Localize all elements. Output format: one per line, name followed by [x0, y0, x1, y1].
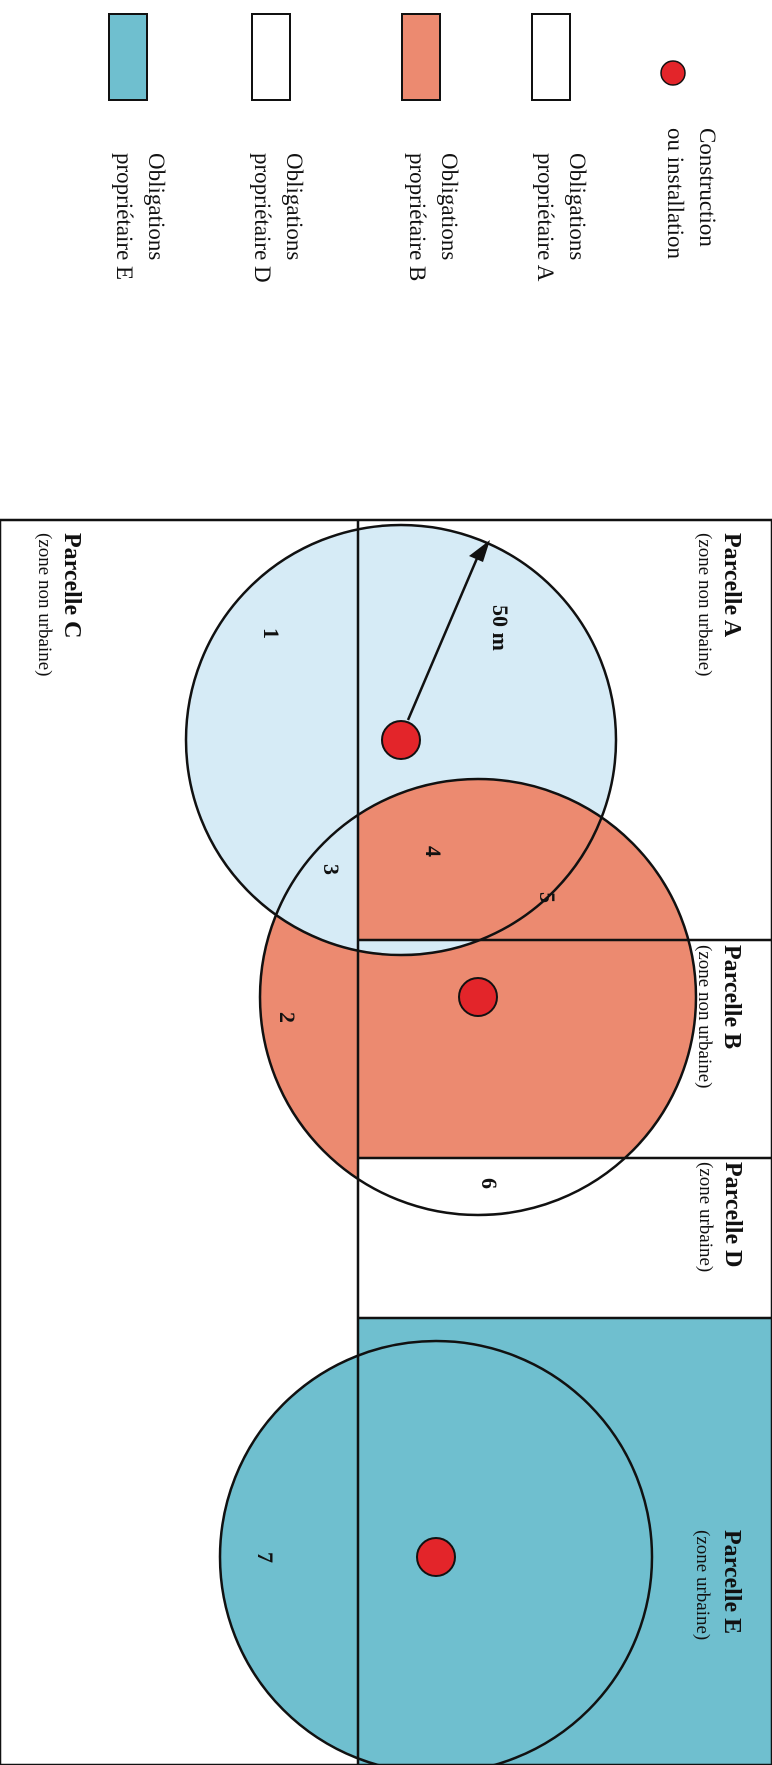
- radius-arrowhead: [469, 540, 490, 562]
- zone-3-label: 3: [319, 864, 344, 875]
- parcel-d-zone: (zone urbaine): [695, 1162, 716, 1272]
- parcel-b-zone: (zone non urbaine): [694, 945, 715, 1089]
- circle-b-outline: [258, 777, 698, 1217]
- parcel-c-zone: (zone non urbaine): [34, 533, 55, 677]
- parcel-a-zone: (zone non urbaine): [694, 533, 715, 677]
- map-frame: [0, 518, 772, 1765]
- zone-4-label: 4: [421, 846, 446, 857]
- zone-6-area: [358, 1158, 625, 1215]
- zone-6-label: 6: [477, 1178, 502, 1189]
- parcel-a-title: Parcelle A: [719, 533, 745, 638]
- legend: Construction ou installation Obligations…: [108, 13, 720, 283]
- legend-owner-d-label: Obligations: [282, 153, 307, 260]
- legend-owner-b-label-2: propriétaire B: [405, 153, 430, 281]
- construction-b-dot: [458, 977, 498, 1017]
- parcel-e-title: Parcelle E: [719, 1530, 745, 1634]
- legend-owner-d-label-2: propriétaire D: [250, 153, 275, 283]
- zone-5-label: 5: [535, 892, 560, 903]
- circle-a-outline: [184, 523, 618, 957]
- legend-swatch-a: [531, 13, 571, 101]
- legend-construction-label-2: ou installation: [663, 128, 688, 259]
- legend-owner-e-label: Obligations: [144, 153, 169, 260]
- parcel-d-title: Parcelle D: [720, 1162, 746, 1268]
- legend-construction-label: Construction: [695, 128, 720, 247]
- legend-swatch-d: [251, 13, 291, 101]
- legend-swatch-e: [108, 13, 148, 101]
- legend-owner-b-label: Obligations: [437, 153, 462, 260]
- legend-owner-a-label-2: propriétaire A: [533, 153, 558, 282]
- zone-2-label: 2: [275, 1012, 300, 1023]
- radius-arrow: [406, 555, 480, 721]
- parcel-e-zone: (zone urbaine): [692, 1530, 713, 1640]
- legend-owner-a-label: Obligations: [565, 153, 590, 260]
- construction-a-dot: [381, 720, 421, 760]
- legend-owner-e-label-2: propriétaire E: [112, 153, 137, 280]
- legend-swatch-b: [401, 13, 441, 101]
- parcel-map: Parcelle A (zone non urbaine) Parcelle B…: [0, 518, 772, 1765]
- legend-construction-dot: [660, 60, 686, 86]
- parcel-c-title: Parcelle C: [59, 533, 85, 639]
- zone-1-label: 1: [259, 628, 284, 639]
- zone-7-label: 7: [253, 1552, 278, 1563]
- construction-e-dot: [416, 1537, 456, 1577]
- parcel-b-title: Parcelle B: [719, 945, 745, 1049]
- radius-label: 50 m: [488, 605, 513, 651]
